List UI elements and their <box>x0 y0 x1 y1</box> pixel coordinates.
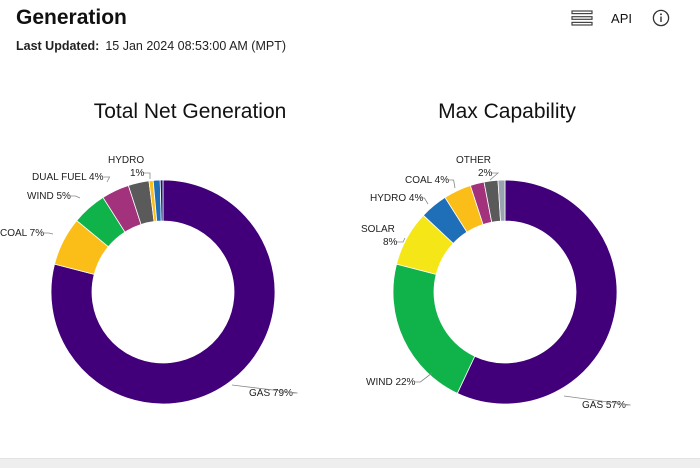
svg-text:DUAL FUEL 4%: DUAL FUEL 4% <box>32 172 104 183</box>
api-link[interactable]: API <box>611 10 632 26</box>
slice-label-wind-22: WIND 22% <box>366 377 416 388</box>
chart-title: Max Capability <box>438 100 576 123</box>
slice-label-hydro-4: HYDRO 4% <box>370 193 423 204</box>
page-header: Generation Last Updated: 15 Jan 2024 08:5… <box>0 0 700 60</box>
chart-title: Total Net Generation <box>94 100 287 123</box>
last-updated-label: Last Updated: <box>16 39 100 53</box>
label-leader-line <box>42 232 54 235</box>
last-updated-value: 15 Jan 2024 08:53:00 AM (MPT) <box>105 39 287 53</box>
svg-text:HYDRO 4%: HYDRO 4% <box>370 193 423 204</box>
slice-label-dual-fuel-4: DUAL FUEL 4% <box>32 172 104 183</box>
label-leader-line <box>489 172 500 181</box>
donut-slice-gas[interactable] <box>456 179 618 405</box>
svg-text:OTHER: OTHER <box>456 155 491 166</box>
donut-slice-gas[interactable] <box>50 179 276 405</box>
slice-label-coal-4: COAL 4% <box>405 175 449 186</box>
last-updated: Last Updated: 15 Jan 2024 08:53:00 AM (MP… <box>16 39 286 53</box>
slice-label-solar: SOLAR 8% <box>361 224 398 248</box>
svg-text:GAS 57%: GAS 57% <box>582 400 626 411</box>
menu-lines-icon[interactable] <box>571 8 593 28</box>
label-leader-line <box>418 197 429 205</box>
slice-label-gas-79: GAS 79% <box>249 388 293 399</box>
slice-label-coal-7: COAL 7% <box>0 228 44 239</box>
donut-slice-other-7[interactable] <box>497 179 506 222</box>
donut-chart-max-capability: Max Capability GAS 57% WIND 22% SOLAR 8% HYDR… <box>361 100 631 411</box>
svg-text:GAS 79%: GAS 79% <box>249 388 293 399</box>
svg-text:HYDRO: HYDRO <box>108 155 144 166</box>
donut-slice-other-7[interactable] <box>159 179 164 222</box>
svg-text:SOLAR: SOLAR <box>361 224 395 235</box>
label-leader-line <box>144 172 151 179</box>
label-leader-line <box>231 384 298 394</box>
label-leader-line <box>447 179 456 189</box>
footer-bar <box>0 458 700 468</box>
slice-label-other: OTHER 2% <box>456 155 493 179</box>
slice-label-wind-5: WIND 5% <box>27 191 71 202</box>
svg-text:8%: 8% <box>383 237 398 248</box>
label-leader-line <box>103 176 111 183</box>
page-title: Generation <box>16 6 127 29</box>
toolbar: API <box>571 8 670 28</box>
svg-text:COAL 4%: COAL 4% <box>405 175 449 186</box>
donut-chart-total-net-generation: Total Net Generation GAS 79% COAL 7% WIND 5… <box>0 100 298 405</box>
chart-total-net-generation: Total Net Generation GAS 79% COAL 7% WIND 5… <box>0 62 350 463</box>
svg-text:WIND 22%: WIND 22% <box>366 377 416 388</box>
label-leader-line <box>397 237 406 243</box>
svg-text:COAL 7%: COAL 7% <box>0 228 44 239</box>
chart-max-capability: Max Capability GAS 57% WIND 22% SOLAR 8% HYDR… <box>350 62 700 463</box>
slice-label-gas-57: GAS 57% <box>582 400 626 411</box>
svg-text:1%: 1% <box>130 168 145 179</box>
label-leader-line <box>69 195 81 199</box>
slice-label-hydro: HYDRO 1% <box>108 155 145 179</box>
label-leader-line <box>563 395 631 406</box>
info-icon[interactable] <box>652 8 670 28</box>
svg-text:WIND 5%: WIND 5% <box>27 191 71 202</box>
label-leader-line <box>414 372 433 383</box>
donut-slice-wind[interactable] <box>392 263 476 394</box>
svg-text:2%: 2% <box>478 168 493 179</box>
